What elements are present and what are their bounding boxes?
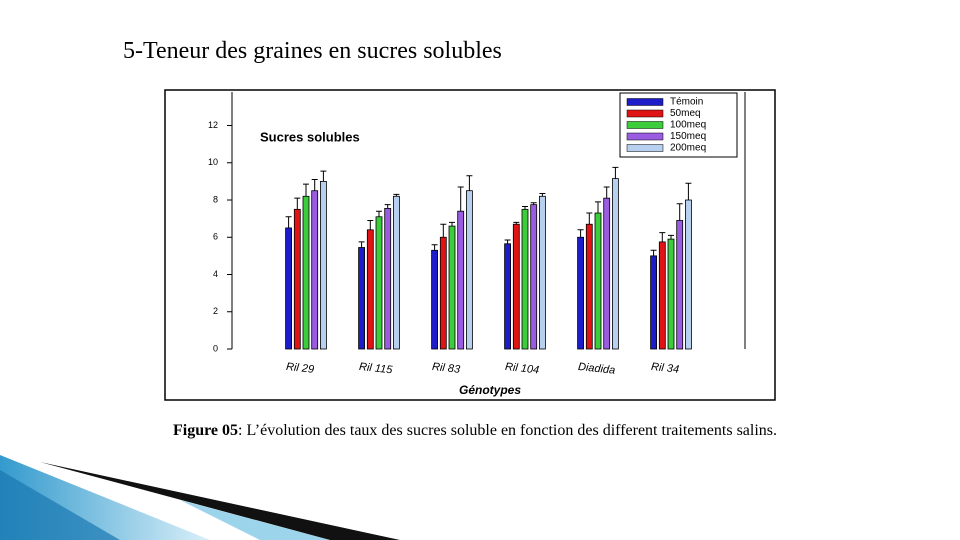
error-bar bbox=[530, 202, 537, 205]
error-bar bbox=[650, 249, 657, 256]
caption-label: Figure 05 bbox=[173, 422, 239, 439]
legend-swatch bbox=[626, 132, 664, 141]
x-tick-label: Ril 34 bbox=[650, 361, 679, 376]
error-bar bbox=[376, 210, 382, 217]
bar bbox=[577, 236, 584, 350]
bar bbox=[585, 223, 593, 350]
error-bar bbox=[358, 241, 365, 248]
error-bar bbox=[303, 183, 309, 197]
bar bbox=[439, 236, 447, 350]
caption-text: : L’évolution des taux des sucres solubl… bbox=[238, 422, 778, 439]
bar bbox=[667, 238, 675, 350]
bar bbox=[521, 208, 529, 350]
y-tick-label: 8 bbox=[213, 194, 218, 204]
error-bar bbox=[685, 182, 692, 201]
legend-swatch bbox=[626, 98, 664, 106]
legend-label: 50meq bbox=[670, 108, 701, 119]
error-bar bbox=[457, 186, 464, 212]
bar bbox=[366, 229, 374, 350]
legend-label: Témoin bbox=[670, 97, 703, 108]
x-tick-label: Ril 115 bbox=[358, 361, 393, 377]
x-tick-label: Ril 83 bbox=[431, 361, 461, 376]
bar bbox=[375, 216, 383, 350]
slide-title: 5-Teneur des graines en sucres solubles bbox=[123, 38, 502, 64]
error-bar bbox=[539, 192, 546, 197]
error-bar bbox=[577, 229, 584, 238]
legend-label: 100meq bbox=[670, 120, 706, 131]
x-axis-label: Génotypes bbox=[459, 383, 521, 397]
error-bar bbox=[294, 197, 301, 210]
y-tick-label: 0 bbox=[213, 343, 218, 353]
bar bbox=[465, 190, 473, 350]
error-bar bbox=[367, 220, 374, 230]
error-bar bbox=[431, 244, 438, 251]
y-tick-label: 2 bbox=[213, 306, 218, 316]
y-tick-label: 4 bbox=[213, 269, 218, 279]
legend-label: 200meq bbox=[670, 143, 706, 154]
error-bar bbox=[603, 186, 610, 199]
bar bbox=[302, 195, 310, 350]
bar bbox=[293, 208, 301, 350]
legend-swatch bbox=[626, 109, 664, 118]
legend-label: 150meq bbox=[670, 131, 706, 142]
bar bbox=[392, 195, 400, 350]
y-tick-label: 10 bbox=[208, 157, 218, 167]
bar bbox=[658, 241, 666, 350]
error-bar bbox=[586, 212, 593, 225]
bar bbox=[594, 212, 602, 350]
bar bbox=[539, 195, 546, 350]
bar bbox=[285, 227, 293, 350]
bar bbox=[530, 204, 538, 350]
chart-title: Sucres solubles bbox=[260, 129, 360, 144]
error-bar bbox=[504, 239, 511, 244]
bar bbox=[504, 243, 512, 350]
error-bar bbox=[659, 232, 666, 242]
error-bar bbox=[595, 201, 601, 214]
bar bbox=[603, 197, 611, 350]
x-tick-label: Ril 29 bbox=[285, 361, 314, 376]
error-bar bbox=[384, 204, 391, 209]
error-bar bbox=[466, 175, 473, 191]
x-tick-label: Diadida bbox=[577, 361, 615, 377]
x-tick-label: Ril 104 bbox=[504, 361, 539, 377]
bar bbox=[384, 207, 392, 350]
bar bbox=[650, 255, 657, 350]
error-bar bbox=[522, 206, 528, 210]
y-tick-label: 6 bbox=[213, 232, 218, 242]
error-bar bbox=[440, 223, 447, 238]
error-bar bbox=[676, 203, 683, 221]
legend-swatch bbox=[626, 121, 664, 129]
bar bbox=[612, 178, 619, 350]
bar bbox=[311, 190, 319, 350]
bar bbox=[676, 220, 684, 350]
error-bar bbox=[311, 179, 318, 191]
bar bbox=[358, 247, 366, 350]
bar bbox=[457, 210, 465, 350]
error-bar bbox=[612, 166, 619, 179]
error-bar bbox=[513, 221, 520, 225]
error-bar bbox=[668, 234, 674, 240]
y-tick-label: 12 bbox=[208, 120, 218, 130]
error-bar bbox=[393, 193, 400, 197]
error-bar bbox=[449, 221, 455, 227]
bar bbox=[319, 180, 327, 350]
bar bbox=[512, 223, 520, 350]
bar bbox=[431, 249, 439, 350]
error-bar bbox=[320, 170, 327, 182]
caption: Figure 05: L’évolution des taux des sucr… bbox=[173, 419, 793, 442]
error-bar bbox=[285, 216, 292, 228]
legend-swatch bbox=[626, 144, 664, 152]
bar bbox=[685, 199, 692, 350]
bar bbox=[448, 225, 456, 350]
